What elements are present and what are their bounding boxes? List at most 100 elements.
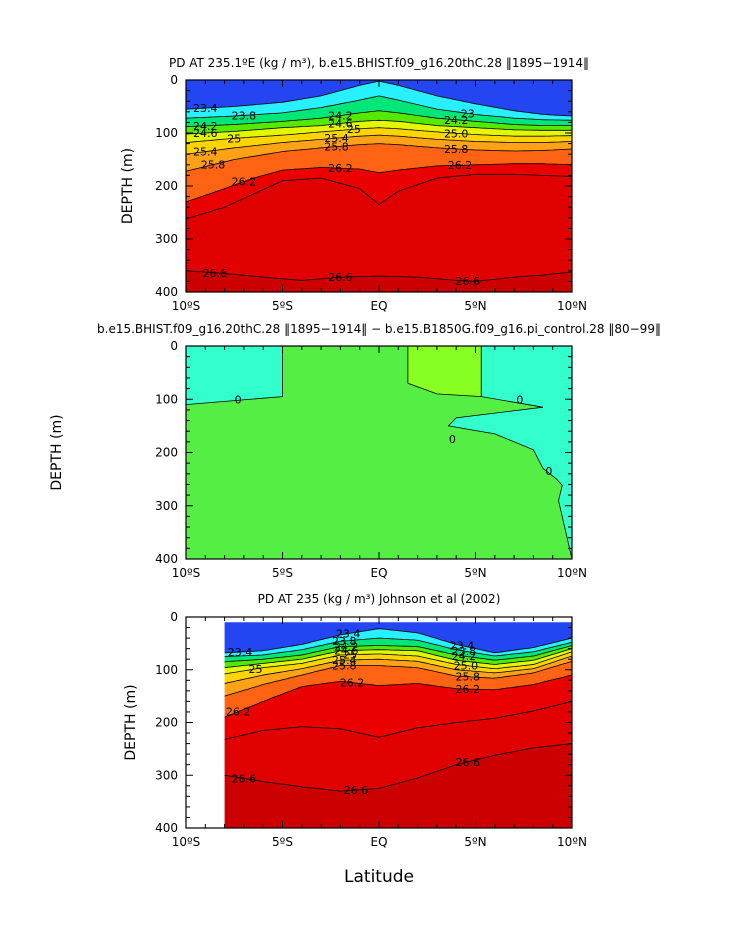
x-tick-label: EQ [370,835,387,849]
difference-fill-group: 0 0 0 0 [186,346,572,559]
x-tick-label: 5ºN [464,299,486,313]
density-band [224,648,572,674]
density-band [186,163,572,219]
contour-label: 26.6 [232,772,257,785]
y-tick-label: 300 [155,232,178,246]
contour-label: 26.2 [232,176,257,189]
contour-label: 25.8 [324,141,349,154]
contour-label: 25.8 [456,671,481,684]
y-tick-label: 0 [170,73,178,87]
y-tick-label: 0 [170,610,178,624]
contour-label: 24.2 [328,110,353,123]
x-tick-label: 10ºS [172,299,201,313]
contour-line [224,648,572,668]
y-tick-label: 100 [155,126,178,140]
contour-line [224,637,572,657]
contour-label: 26.6 [203,267,228,280]
contour-line [224,674,572,718]
contour-line [224,660,572,697]
density-band [224,638,572,662]
y-tick-label: 300 [155,768,178,782]
density-band [186,81,572,121]
contour-label: 26.6 [344,784,369,797]
contour-label: 26.2 [448,159,473,172]
y-axis-label: DEPTH (m) [49,414,65,490]
x-tick-label: EQ [370,566,387,580]
contour-line [186,127,572,143]
contour-label: 25.4 [332,654,357,667]
contour-label: 26.6 [456,756,481,769]
density-band [224,656,572,697]
contour-label: 26.6 [456,275,481,288]
contour-label: 23 [461,107,475,120]
contour-label: 23.8 [332,635,357,648]
density-band [186,174,572,282]
difference-region-cyan-right [447,346,572,559]
y-tick-label: 0 [170,339,178,353]
y-tick-label: 400 [155,285,178,299]
contour-label: 24.2 [193,120,218,133]
contour-line [186,134,572,155]
density-band [224,743,572,828]
contour-label: 23.8 [232,109,257,122]
density-band [224,675,572,740]
x-tick-label: 10ºS [172,566,201,580]
x-tick-label: EQ [370,299,387,313]
y-tick-label: 200 [155,446,178,460]
density-band [224,645,572,668]
chart-title: b.e15.BHIST.f09_g16.20thC.28 ‖1895−1914‖… [97,322,661,336]
contour-label: 0 [235,393,242,406]
difference-region-cyan-left [186,346,283,406]
contour-label: 26.6 [328,271,353,284]
contour-label: 23.4 [336,628,361,641]
contour-label: 25 [347,123,361,136]
y-tick-label: 200 [155,179,178,193]
x-tick-label: 10ºN [557,566,587,580]
y-tick-label: 400 [155,552,178,566]
panel-density-johnson: 23.423.423.423.823.824.224.224.6252525.0… [123,592,587,849]
x-tick-label: 10ºN [557,835,587,849]
density-band [224,628,572,657]
contour-line [186,119,572,135]
contour-label: 25.4 [193,146,218,159]
contour-label: 24.6 [193,127,218,140]
difference-region-lime-right [407,346,482,398]
density-band [186,127,572,155]
contour-label: 0 [449,433,456,446]
contour-label: 23.4 [193,102,218,115]
contour-line [186,173,572,220]
y-axis-label: DEPTH (m) [120,148,136,224]
contour-label: 26.2 [340,677,365,690]
contour-label: 25 [343,649,357,662]
y-tick-label: 300 [155,499,178,513]
contour-label: 25.8 [201,159,226,172]
contour-label: 23.8 [452,645,477,658]
y-tick-label: 200 [155,716,178,730]
x-tick-label: 5ºS [272,299,293,313]
x-tick-label: 5ºN [464,835,486,849]
y-tick-label: 100 [155,392,178,406]
contour-line [224,645,572,663]
x-tick-label: 10ºS [172,835,201,849]
contour-line [224,651,572,675]
contour-line [186,163,572,203]
y-tick-label: 100 [155,663,178,677]
x-tick-label: 10ºN [557,299,587,313]
contour-label: 25 [248,663,262,676]
contour-label: 25.8 [444,143,469,156]
density-band [186,95,572,127]
density-band [186,80,572,116]
chart-title: PD AT 235.1ºE (kg / m³), b.e15.BHIST.f09… [169,56,589,70]
contour-label: 25.0 [454,660,479,673]
contour-line [186,270,572,282]
panel-density-difference: 0 0 0 0 10ºS 5ºS EQ 5ºN 10ºN 0 100 200 300 400 b.e15.B… [49,322,661,580]
contour-line [186,110,572,127]
contour-line [224,743,572,792]
density-band [224,622,572,653]
contour-line [224,655,572,684]
contour-line [224,628,572,654]
x-tick-label: 5ºS [272,566,293,580]
